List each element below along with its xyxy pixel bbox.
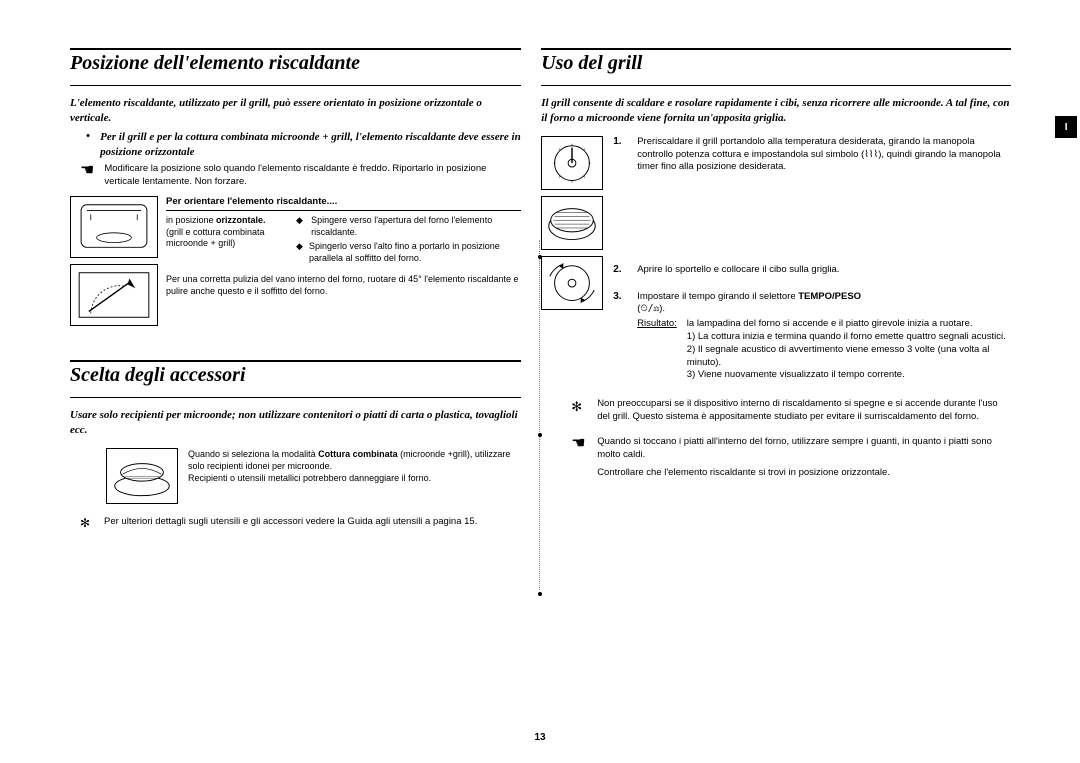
step-number-3: 3.	[613, 291, 627, 383]
orient-text: in posizione	[166, 215, 216, 225]
language-tab: I	[1055, 116, 1077, 138]
step-2-text: Aprire lo sportello e collocare il cibo …	[637, 264, 1011, 277]
bullet-marker: •	[84, 130, 92, 162]
step-number-1: 1.	[613, 136, 627, 316]
caution-text: Modificare la posizione solo quando l'el…	[104, 163, 521, 188]
result-item: 3) Viene nuovamente visualizzato il temp…	[687, 369, 1011, 382]
section-rule	[70, 48, 521, 50]
intro-text: Usare solo recipienti per microonde; non…	[70, 408, 521, 438]
illus-dial	[541, 136, 603, 190]
caution-line: Controllare che l'elemento riscaldante s…	[597, 467, 1011, 480]
section-rule-thin	[541, 85, 1011, 86]
illus-timer	[541, 256, 603, 310]
hand-icon: ☚	[80, 163, 94, 188]
acc-text-part: Recipienti o utensili metallici potrebbe…	[188, 473, 431, 483]
illus-dish	[106, 448, 178, 504]
clock-symbol-icon: ⏲/⚖	[640, 303, 659, 314]
illus-grill-rack	[541, 196, 603, 250]
divider-dot	[538, 592, 542, 596]
accessory-text: Quando si seleziona la modalità Cottura …	[188, 448, 521, 504]
acc-text-part: Quando si seleziona la modalità	[188, 449, 318, 459]
section-title-grill: Uso del grill	[541, 52, 1011, 77]
caution-line: Quando si toccano i piatti all'interno d…	[597, 436, 1011, 462]
diamond-marker: ◆	[296, 241, 303, 264]
intro-text: Il grill consente di scaldare e rosolare…	[541, 96, 1011, 126]
orient-header: Per orientare l'elemento riscaldante....	[166, 196, 521, 211]
info-text: Non preoccuparsi se il dispositivo inter…	[597, 398, 1011, 424]
result-item: 1) La cottura inizia e termina quando il…	[687, 331, 1011, 344]
page-number: 13	[534, 732, 545, 743]
section-title-accessories: Scelta degli accessori	[70, 364, 521, 389]
result-item: 2) Il segnale acustico di avvertimento v…	[687, 344, 1011, 370]
orient-step-text: Spingerlo verso l'alto fino a portarlo i…	[309, 241, 521, 264]
section-rule	[70, 360, 521, 362]
step-text-part: Impostare il tempo girando il selettore	[637, 291, 798, 302]
orient-bold: orizzontale.	[216, 215, 266, 225]
result-label: Risultato:	[637, 318, 677, 382]
note-icon: ✻	[571, 398, 587, 424]
acc-text-bold: Cottura combinata	[318, 449, 398, 459]
result-intro: la lampadina del forno si accende e il p…	[687, 318, 1011, 331]
illus-oven-cavity	[70, 196, 158, 258]
section-title-heating-element: Posizione dell'elemento riscaldante	[70, 52, 521, 77]
step-1-text: Preriscaldare il grill portandolo alla t…	[637, 136, 1011, 316]
illus-heating-rotate	[70, 264, 158, 326]
step-number-2: 2.	[613, 264, 627, 277]
result-body: la lampadina del forno si accende e il p…	[687, 318, 1011, 382]
column-divider	[539, 240, 540, 590]
step-text-part: ).	[659, 303, 665, 314]
section-rule	[541, 48, 1011, 50]
diamond-marker: ◆	[296, 215, 305, 238]
note-text: Per ulteriori dettagli sugli utensili e …	[104, 516, 477, 530]
grill-symbol-icon: ⌇⌇⌇	[864, 149, 878, 160]
orient-left-col: in posizione orizzontale. (grill e cottu…	[166, 215, 286, 268]
step-text-bold: TEMPO/PESO	[798, 291, 861, 302]
note-icon: ✻	[80, 516, 94, 530]
orient-step-text: Spingere verso l'apertura del forno l'el…	[311, 215, 521, 238]
cleaning-note: Per una corretta pulizia del vano intern…	[166, 274, 521, 297]
step-3-text: Impostare il tempo girando il selettore …	[637, 291, 1011, 383]
section-rule-thin	[70, 85, 521, 86]
bullet-text: Per il grill e per la cottura combinata …	[100, 130, 521, 160]
hand-icon: ☚	[571, 436, 587, 480]
intro-text: L'elemento riscaldante, utilizzato per i…	[70, 96, 521, 126]
section-rule-thin	[70, 397, 521, 398]
caution-text: Quando si toccano i piatti all'interno d…	[597, 436, 1011, 480]
orient-text: (grill e cottura combinata microonde + g…	[166, 227, 265, 249]
